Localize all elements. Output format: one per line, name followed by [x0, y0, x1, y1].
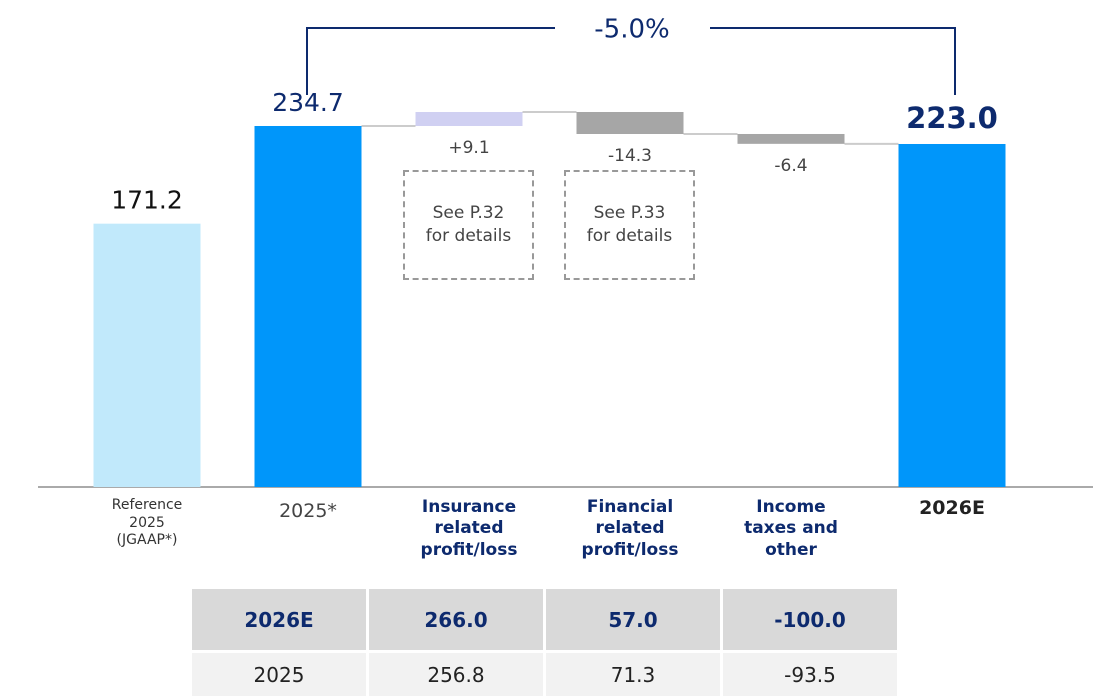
note-box: See P.32 for details [403, 170, 534, 280]
table-cell: -93.5 [723, 653, 897, 696]
bar [415, 112, 523, 126]
category-label: Insurance related profit/loss [420, 497, 518, 560]
value-label: 223.0 [906, 101, 998, 135]
bar [898, 143, 1006, 487]
category-label: Reference 2025 (JGAAP*) [111, 497, 183, 548]
category-label: 2025* [279, 500, 337, 522]
bar [737, 133, 845, 144]
annotation: -5.0% [594, 15, 669, 45]
value-label: -14.3 [608, 146, 652, 166]
bar [254, 125, 362, 487]
value-label: +9.1 [448, 138, 489, 158]
table-cell: -100.0 [723, 589, 897, 650]
table-cell: 2026E [192, 589, 366, 650]
bar [576, 112, 684, 134]
note-box: See P.33 for details [564, 170, 695, 280]
value-label: -6.4 [774, 156, 807, 176]
table-cell: 256.8 [369, 653, 543, 696]
table-cell: 266.0 [369, 589, 543, 650]
category-label: 2026E [919, 497, 985, 519]
bracket [306, 27, 555, 95]
category-label: Financial related profit/loss [581, 497, 679, 560]
bracket [710, 27, 956, 95]
table-cell: 71.3 [546, 653, 720, 696]
bar [93, 223, 201, 487]
value-label: 171.2 [111, 186, 183, 215]
category-label: Income taxes and other [744, 497, 838, 560]
table-cell: 2025 [192, 653, 366, 696]
table-cell: 57.0 [546, 589, 720, 650]
value-label: 234.7 [272, 88, 344, 117]
